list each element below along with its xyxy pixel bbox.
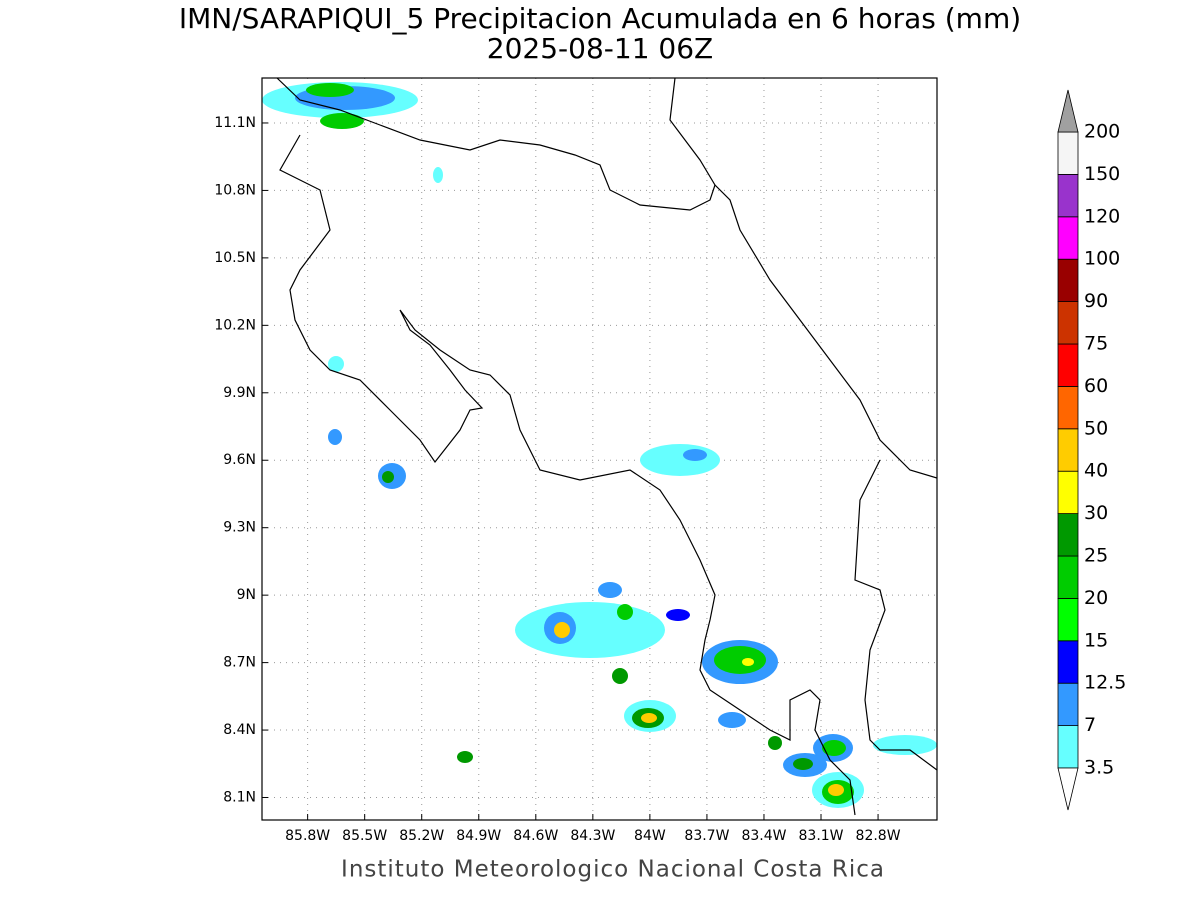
lon-tick-label: 82.8W — [856, 828, 901, 844]
colorbar-segment — [1057, 131, 1079, 175]
colorbar-label: 75 — [1084, 333, 1108, 355]
colorbar-segment — [1057, 682, 1079, 727]
lon-tick-label: 83.1W — [799, 828, 844, 844]
colorbar-over — [1057, 89, 1079, 133]
lon-tick-label: 83.4W — [741, 828, 786, 844]
colorbar-label: 25 — [1084, 545, 1108, 567]
colorbar-segment — [1057, 258, 1079, 303]
lon-tick-label: 84.9W — [456, 828, 501, 844]
lon-tick-label: 83.7W — [684, 828, 729, 844]
colorbar-label: 40 — [1084, 460, 1108, 482]
coastline — [276, 78, 937, 816]
colorbar-segment — [1057, 385, 1079, 430]
colorbar-segment — [1057, 173, 1079, 218]
colorbar-segment — [1057, 598, 1079, 642]
colorbar-label: 150 — [1084, 163, 1120, 185]
colorbar: 3.5 7 12.5 15 20 25 30 40 50 60 75 90 100 120 150 200 — [1057, 89, 1126, 811]
colorbar-segment — [1057, 725, 1079, 769]
lat-tick-label: 9.3N — [223, 520, 256, 536]
colorbar-label: 30 — [1084, 502, 1108, 524]
colorbar-segment — [1057, 555, 1079, 599]
colorbar-label: 120 — [1084, 205, 1120, 227]
precipitation — [262, 82, 937, 808]
colorbar-label: 7 — [1084, 714, 1096, 736]
colorbar-label: 60 — [1084, 375, 1108, 397]
colorbar-label: 3.5 — [1084, 757, 1114, 779]
lat-tick-label: 11.1N — [214, 115, 256, 131]
lat-tick-label: 10.8N — [214, 182, 256, 198]
colorbar-label: 200 — [1084, 121, 1120, 143]
colorbar-segment — [1057, 513, 1079, 557]
colorbar-segment — [1057, 301, 1079, 345]
lon-tick-label: 84.3W — [570, 828, 615, 844]
lat-tick-label: 10.2N — [214, 317, 256, 333]
lat-tick-label: 9.6N — [223, 452, 256, 468]
title: IMN/SARAPIQUI_5 Precipitacion Acumulada … — [179, 2, 1021, 35]
colorbar-segment — [1057, 343, 1079, 387]
lat-tick-label: 10.5N — [214, 250, 256, 266]
colorbar-label: 12.5 — [1084, 672, 1126, 694]
colorbar-label: 90 — [1084, 290, 1108, 312]
lat-tick-label: 9N — [237, 587, 256, 603]
lat-tick-label: 8.4N — [223, 722, 256, 738]
colorbar-label: 15 — [1084, 629, 1108, 651]
lat-tick-label: 9.9N — [223, 385, 256, 401]
lat-tick-label: 8.1N — [223, 790, 256, 806]
subtitle: 2025-08-11 06Z — [487, 32, 713, 65]
lon-tick-label: 85.2W — [399, 828, 444, 844]
lon-tick-label: 84.6W — [513, 828, 558, 844]
colorbar-under — [1057, 767, 1079, 811]
lon-tick-label: 85.5W — [342, 828, 387, 844]
colorbar-label: 50 — [1084, 417, 1108, 439]
lon-tick-label: 84W — [634, 828, 666, 844]
footer: Instituto Meteorologico Nacional Costa R… — [341, 857, 885, 883]
lat-tick-label: 8.7N — [223, 655, 256, 671]
colorbar-label: 20 — [1084, 587, 1108, 609]
map-frame — [261, 77, 938, 821]
colorbar-segment — [1057, 470, 1079, 515]
grid — [262, 78, 937, 820]
lon-tick-label: 85.8W — [285, 828, 330, 844]
colorbar-segment — [1057, 640, 1079, 684]
colorbar-segment — [1057, 216, 1079, 260]
colorbar-segment — [1057, 428, 1079, 472]
colorbar-label: 100 — [1084, 248, 1120, 270]
